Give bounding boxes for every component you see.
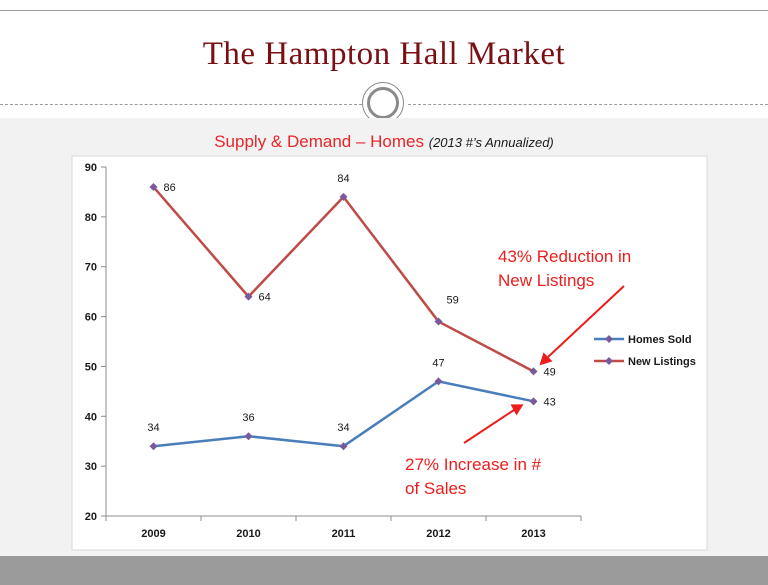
y-tick-label: 90 [85,162,97,174]
slide-title: The Hampton Hall Market [202,36,566,72]
homes-sold-data-label: 43 [544,396,556,408]
footer-band [0,556,768,585]
title-divider-left [0,104,362,105]
new-listings-data-label: 59 [447,295,459,307]
y-tick-label: 40 [85,411,97,423]
new-listings-point [244,292,253,301]
top-rule [0,10,768,11]
new-listings-data-label: 84 [337,173,349,185]
x-tick-label: 2011 [332,528,356,540]
x-tick-label: 2009 [141,528,165,540]
y-tick-label: 60 [85,312,97,324]
chart-title: Supply & Demand – Homes (2013 #’s Annual… [0,132,768,152]
homes-sold-point [434,377,443,386]
chart-subtitle: (2013 #’s Annualized) [428,135,554,150]
new-listings-point [529,367,538,376]
title-divider-right [408,104,768,105]
y-tick-label: 70 [85,262,97,274]
y-tick-label: 80 [85,212,97,224]
annotation-listings-line2: New Listings [498,271,594,290]
x-tick-label: 2012 [426,528,450,540]
legend-label-new-listings: New Listings [628,356,696,368]
homes-sold-data-label: 34 [337,422,349,434]
homes-sold-point [529,397,538,406]
annotation-sales-line2: of Sales [405,479,466,498]
homes-sold-point [339,442,348,451]
chart-card [71,155,708,551]
new-listings-point [149,182,158,191]
new-listings-point [339,192,348,201]
annotation-listings-line1: 43% Reduction in [498,247,631,266]
new-listings-data-label: 86 [164,182,176,194]
annotation-listings-arrowhead [539,352,553,366]
chart-title-text: Supply & Demand – Homes [214,132,424,151]
circle-ornament-inner-icon [367,87,399,119]
x-tick-label: 2013 [521,528,545,540]
annotation-sales-arrow-line [463,407,518,444]
new-listings-point [434,317,443,326]
homes-sold-data-label: 36 [242,412,254,424]
homes-sold-data-label: 47 [432,357,444,369]
new-listings-data-label: 49 [544,366,556,378]
new-listings-data-label: 64 [259,292,271,304]
legend-marker-new-listings [605,357,613,365]
y-tick-label: 50 [85,361,97,373]
legend-label-homes-sold: Homes Sold [628,334,692,346]
legend-marker-homes-sold [605,335,613,343]
y-tick-label: 20 [85,511,97,523]
homes-sold-point [244,432,253,441]
annotation-listings-arrow-line [544,285,625,361]
annotation-sales-arrowhead [510,404,524,416]
homes-sold-point [149,442,158,451]
y-tick-label: 30 [85,461,97,473]
x-tick-label: 2010 [236,528,260,540]
annotation-sales-line1: 27% Increase in # [405,455,542,474]
homes-sold-data-label: 34 [147,422,159,434]
